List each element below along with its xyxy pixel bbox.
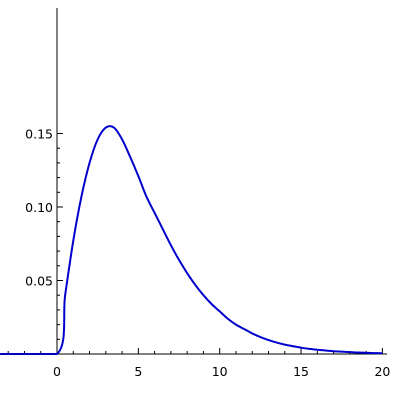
x-tick-label: 20 [374,364,390,379]
axes [8,8,387,355]
y-tick-label: 0.15 [25,127,53,142]
plot-area [0,125,383,355]
x-tick-label: 5 [134,364,142,379]
y-tick-label: 0.10 [25,200,53,215]
y-tick-label: 0.05 [25,274,53,289]
x-tick-label: 10 [212,364,228,379]
x-tick-label: 0 [53,364,61,379]
ticks: 0 5 10 15 20 0.05 0.10 0.15 [7,127,390,379]
series-line [0,125,383,355]
x-tick-label: 15 [293,364,309,379]
